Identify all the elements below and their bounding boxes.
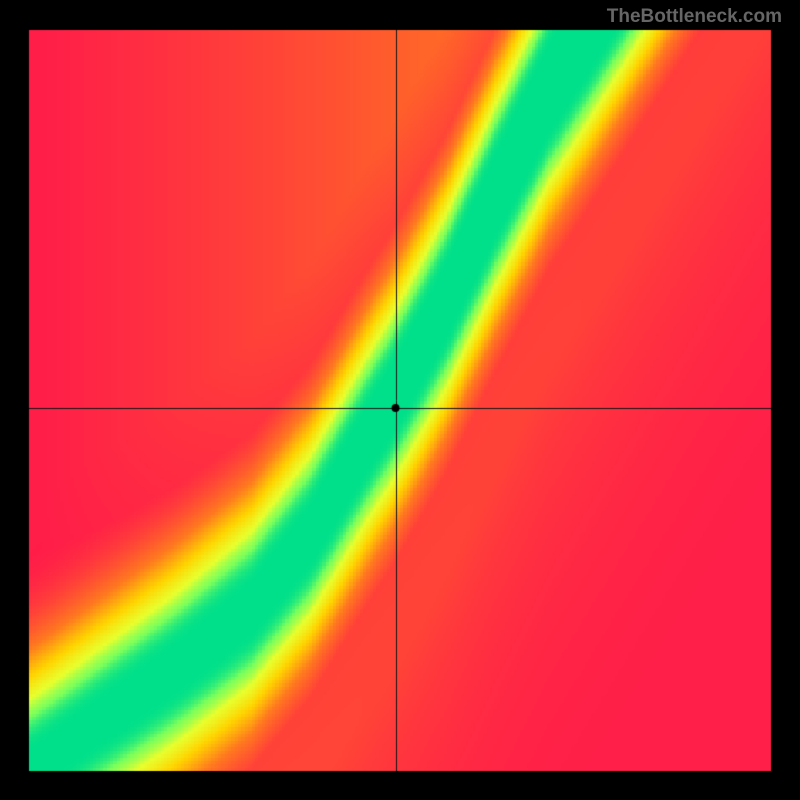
watermark-text: TheBottleneck.com — [607, 6, 782, 28]
heatmap-canvas — [0, 0, 800, 800]
chart-container: { "canvas": { "width": 800, "height": 80… — [0, 0, 800, 800]
